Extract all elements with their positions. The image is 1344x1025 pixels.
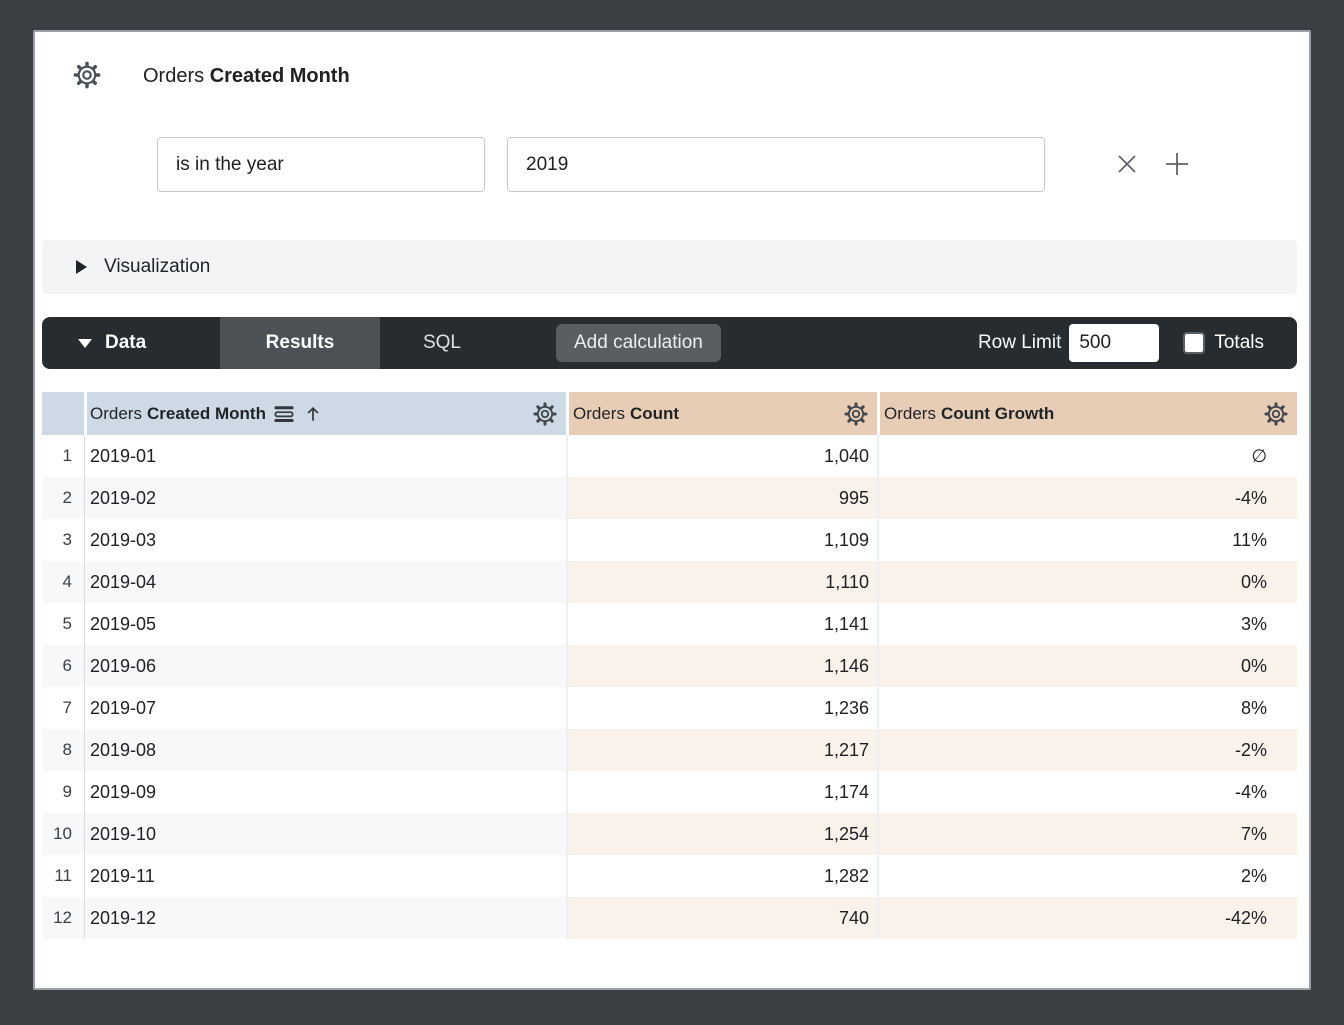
tab-sql[interactable]: SQL	[422, 332, 462, 353]
growth-cell[interactable]: 0%	[877, 645, 1297, 687]
month-cell[interactable]: 2019-05	[84, 603, 566, 645]
results-table: Orders Created Month Orders Count	[42, 392, 1297, 939]
plus-icon	[1166, 153, 1188, 175]
count-cell[interactable]: 1,146	[566, 645, 877, 687]
count-cell[interactable]: 1,282	[566, 855, 877, 897]
column-gear-icon[interactable]	[1263, 401, 1289, 427]
growth-cell[interactable]: 3%	[877, 603, 1297, 645]
growth-cell[interactable]: 0%	[877, 561, 1297, 603]
count-cell[interactable]: 740	[566, 897, 877, 939]
column-header-orders-count-growth[interactable]: Orders Count Growth	[877, 392, 1297, 435]
growth-cell[interactable]: 7%	[877, 813, 1297, 855]
column-label-prefix: Orders	[90, 403, 142, 423]
field-settings-gear-icon[interactable]	[72, 60, 102, 90]
group-rows-icon	[274, 405, 294, 422]
row-number-cell: 4	[42, 561, 84, 603]
count-cell[interactable]: 995	[566, 477, 877, 519]
visualization-section-toggle[interactable]: Visualization	[42, 240, 1297, 294]
column-header-orders-created-month[interactable]: Orders Created Month	[84, 392, 566, 435]
column-label: Count Growth	[940, 403, 1055, 423]
sort-ascending-arrow-icon	[307, 406, 319, 421]
growth-cell[interactable]: -4%	[877, 771, 1297, 813]
totals-label: Totals	[1214, 332, 1264, 353]
month-cell[interactable]: 2019-12	[84, 897, 566, 939]
column-label-prefix: Orders	[573, 403, 625, 423]
growth-cell[interactable]: -42%	[877, 897, 1297, 939]
row-number-cell: 3	[42, 519, 84, 561]
row-number-cell: 2	[42, 477, 84, 519]
row-number-cell: 9	[42, 771, 84, 813]
data-bar-right-controls: Row Limit Totals	[978, 317, 1297, 369]
month-cell[interactable]: 2019-06	[84, 645, 566, 687]
totals-checkbox[interactable]	[1183, 332, 1206, 354]
column-label: Created Month	[146, 403, 266, 423]
count-cell[interactable]: 1,217	[566, 729, 877, 771]
month-cell[interactable]: 2019-07	[84, 687, 566, 729]
row-number-cell: 8	[42, 729, 84, 771]
month-cell[interactable]: 2019-10	[84, 813, 566, 855]
month-cell[interactable]: 2019-01	[84, 435, 566, 477]
explore-panel: Orders Created Month Visualization Data	[33, 30, 1311, 990]
month-cell[interactable]: 2019-02	[84, 477, 566, 519]
row-number-cell: 5	[42, 603, 84, 645]
visualization-label: Visualization	[104, 256, 211, 277]
row-number-cell: 10	[42, 813, 84, 855]
row-number-cell: 6	[42, 645, 84, 687]
month-cell[interactable]: 2019-04	[84, 561, 566, 603]
growth-cell[interactable]: -4%	[877, 477, 1297, 519]
add-filter-button[interactable]	[1155, 142, 1199, 186]
filter-value-input[interactable]	[507, 137, 1045, 192]
expand-down-icon	[78, 338, 92, 348]
count-cell[interactable]: 1,254	[566, 813, 877, 855]
growth-cell[interactable]: ∅	[877, 435, 1297, 477]
count-cell[interactable]: 1,109	[566, 519, 877, 561]
page-title-prefix: Orders	[143, 65, 205, 87]
count-cell[interactable]: 1,174	[566, 771, 877, 813]
month-cell[interactable]: 2019-09	[84, 771, 566, 813]
remove-filter-button[interactable]	[1105, 142, 1149, 186]
data-section-bar: Data Results SQL Add calculation Row Lim…	[42, 317, 1297, 369]
row-number-cell: 12	[42, 897, 84, 939]
month-cell[interactable]: 2019-03	[84, 519, 566, 561]
data-section-toggle[interactable]: Data	[42, 317, 220, 369]
growth-cell[interactable]: 2%	[877, 855, 1297, 897]
count-cell[interactable]: 1,141	[566, 603, 877, 645]
column-label-prefix: Orders	[884, 403, 936, 423]
column-gear-icon[interactable]	[532, 401, 558, 427]
growth-cell[interactable]: -2%	[877, 729, 1297, 771]
growth-cell[interactable]: 8%	[877, 687, 1297, 729]
data-section-label: Data	[105, 332, 147, 353]
row-number-cell: 11	[42, 855, 84, 897]
page-title: Orders Created Month	[143, 64, 350, 88]
growth-cell[interactable]: 11%	[877, 519, 1297, 561]
count-cell[interactable]: 1,110	[566, 561, 877, 603]
tab-results[interactable]: Results	[220, 317, 380, 369]
row-number-column-header	[42, 392, 84, 435]
column-label: Count	[629, 403, 680, 423]
month-cell[interactable]: 2019-11	[84, 855, 566, 897]
add-calculation-button[interactable]: Add calculation	[556, 324, 721, 362]
close-icon	[1118, 155, 1136, 173]
row-number-cell: 7	[42, 687, 84, 729]
collapse-right-icon	[76, 260, 87, 274]
count-cell[interactable]: 1,236	[566, 687, 877, 729]
page-title-bold: Created Month	[209, 65, 350, 87]
count-cell[interactable]: 1,040	[566, 435, 877, 477]
filter-condition-input[interactable]	[157, 137, 485, 192]
row-number-cell: 1	[42, 435, 84, 477]
row-limit-input[interactable]	[1069, 324, 1160, 362]
month-cell[interactable]: 2019-08	[84, 729, 566, 771]
column-header-orders-count[interactable]: Orders Count	[566, 392, 877, 435]
row-limit-label: Row Limit	[977, 332, 1062, 353]
column-gear-icon[interactable]	[843, 401, 869, 427]
